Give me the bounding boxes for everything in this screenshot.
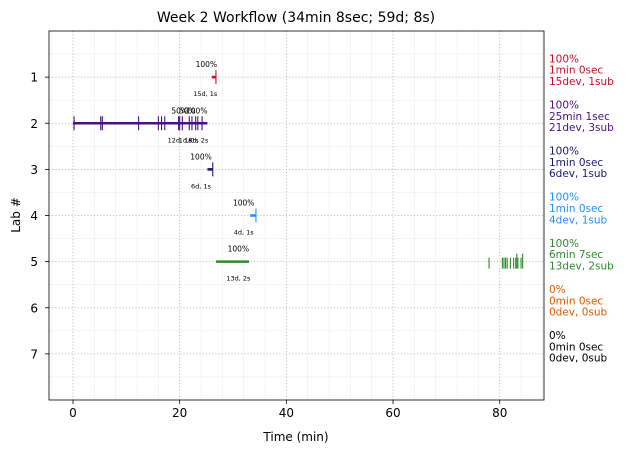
lab-1-summary-line: 1min 0sec (549, 65, 603, 77)
y-tick-label: 7 (30, 347, 38, 361)
lab-5-percent-label: 100% (228, 245, 249, 254)
y-tick-label: 1 (30, 71, 38, 85)
lab-3-summary-line: 100% (549, 146, 579, 158)
lab-2-percent-label: 100% (186, 106, 207, 115)
lab-5-summary-line: 6min 7sec (549, 249, 603, 261)
y-tick-label: 5 (30, 255, 38, 269)
lab-3-submission-label: 6d, 1s (191, 182, 212, 190)
lab-2-submission-label: 8d, 2s (188, 136, 209, 144)
lab-1-percent-label: 100% (196, 60, 217, 69)
x-tick-label: 60 (385, 406, 400, 420)
lab-2-summary-line: 21dev, 3sub (549, 122, 614, 134)
lab-3-summary-line: 6dev, 1sub (549, 168, 608, 180)
lab-7-summary-line: 0dev, 0sub (549, 353, 608, 365)
x-tick-label: 0 (69, 406, 77, 420)
lab-7-summary-line: 0min 0sec (549, 341, 603, 353)
lab-6-summary-line: 0min 0sec (549, 295, 603, 307)
lab-1-submission-label: 15d, 1s (193, 90, 218, 98)
lab-2-percent-label: 50% (179, 106, 196, 115)
lab-2-summary-line: 25min 1sec (549, 111, 610, 123)
lab-5-summary-line: 100% (549, 238, 579, 250)
lab-2-percent-label: 50% (171, 106, 188, 115)
lab-1-summary-line: 100% (549, 53, 579, 65)
y-tick-label: 3 (30, 163, 38, 177)
y-axis-label: Lab # (9, 197, 23, 233)
chart-title: Week 2 Workflow (34min 8sec; 59d; 8s) (157, 10, 435, 26)
lab-3-percent-label: 100% (190, 152, 211, 161)
lab-2-submission-label: 1d, 1s (179, 136, 200, 144)
lab-4-summary-line: 4dev, 1sub (549, 214, 608, 226)
lab-4-percent-label: 100% (233, 199, 254, 208)
grid-layer (49, 31, 544, 400)
lab-2-summary-line: 100% (549, 99, 579, 111)
lab-2-submission-label: 12d, 1s (168, 136, 193, 144)
axis-layer: 0 20 40 60 80 1 2 3 4 5 6 7 (30, 71, 507, 420)
x-tick-label: 80 (492, 406, 507, 420)
lab-7-summary-line: 0% (549, 330, 566, 342)
x-axis-label: Time (min) (262, 430, 328, 444)
lab-1-summary-line: 15dev, 1sub (549, 76, 614, 88)
lab-4-submission-label: 4d, 1s (234, 229, 255, 237)
y-tick-label: 2 (30, 117, 38, 131)
y-tick-label: 6 (30, 301, 38, 315)
lab-4-summary-line: 1min 0sec (549, 203, 603, 215)
lab-6-summary-line: 0% (549, 284, 566, 296)
x-tick-label: 40 (279, 406, 294, 420)
lab-6-summary-line: 0dev, 0sub (549, 307, 608, 319)
x-tick-label: 20 (172, 406, 187, 420)
lab-5-submission-label: 13d, 2s (226, 275, 251, 283)
y-tick-label: 4 (30, 209, 38, 223)
lab-4-summary-line: 100% (549, 192, 579, 204)
lab-3-summary-line: 1min 0sec (549, 157, 603, 169)
lab-5-summary-line: 13dev, 2sub (549, 260, 614, 272)
